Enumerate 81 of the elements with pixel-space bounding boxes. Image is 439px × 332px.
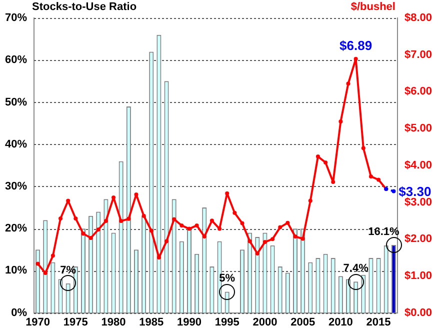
x-tick-label: 1990 xyxy=(177,316,202,328)
point xyxy=(240,221,244,226)
point xyxy=(376,178,381,182)
point xyxy=(218,226,222,231)
data-label: 7.4% xyxy=(343,262,369,275)
point xyxy=(156,256,161,260)
y-tick-label: 20% xyxy=(4,222,28,235)
point xyxy=(270,237,275,242)
x-tick-label: 1970 xyxy=(26,316,50,328)
point xyxy=(112,195,116,200)
y-tick-label: 30% xyxy=(4,180,28,192)
point xyxy=(338,120,343,124)
point xyxy=(134,192,138,197)
point xyxy=(194,223,199,228)
point xyxy=(202,234,206,239)
point xyxy=(293,234,298,239)
y-tick-label: 60% xyxy=(4,54,28,66)
point xyxy=(248,239,252,244)
y-tick-label: 40% xyxy=(4,138,28,150)
y2-tick-label: $2.00 xyxy=(404,233,432,246)
point xyxy=(210,218,214,223)
point xyxy=(255,251,260,256)
point xyxy=(96,228,100,232)
y2-tick-label: $4.00 xyxy=(404,159,432,172)
x-tick-label: 1975 xyxy=(63,316,88,328)
y-tick-label: 50% xyxy=(4,96,28,108)
y2-tick-label: $6.00 xyxy=(404,86,432,98)
point xyxy=(149,228,154,233)
x-tick-label: 1995 xyxy=(214,316,240,328)
point xyxy=(164,239,169,244)
data-label: $6.89 xyxy=(340,38,372,53)
point xyxy=(43,271,48,275)
point xyxy=(58,216,63,220)
y-axis-title: Stocks-to-Use Ratio xyxy=(32,1,137,13)
point xyxy=(316,154,320,159)
point xyxy=(142,214,146,218)
point xyxy=(300,236,305,241)
y2-tick-label: $0.00 xyxy=(404,306,432,319)
point xyxy=(66,198,70,203)
x-tick-label: 2010 xyxy=(328,316,353,328)
data-label: 16.1% xyxy=(368,226,400,238)
y2-tick-label: $5.00 xyxy=(404,122,432,135)
point xyxy=(126,216,131,221)
data-label: 5% xyxy=(219,272,236,285)
data-label: 7% xyxy=(60,264,76,276)
point xyxy=(119,219,124,224)
y2-tick-label: $3.00 xyxy=(404,196,432,208)
point xyxy=(346,82,350,86)
y-tick-label: 10% xyxy=(4,264,28,277)
x-tick-label: 1985 xyxy=(139,316,164,328)
point xyxy=(278,225,282,230)
y-tick-label: 0% xyxy=(11,306,28,319)
y2-tick-label: $7.00 xyxy=(404,48,432,61)
point xyxy=(368,174,373,178)
point xyxy=(74,216,78,220)
y2-axis-title: $/bushel xyxy=(350,1,396,13)
x-tick-label: 1980 xyxy=(101,316,126,328)
point xyxy=(361,146,366,150)
point xyxy=(50,254,55,258)
x-tick-label: 2000 xyxy=(252,316,278,328)
point xyxy=(262,240,267,244)
point xyxy=(104,219,108,224)
point xyxy=(392,189,396,194)
x-tick-label: 2015 xyxy=(366,316,391,328)
point xyxy=(286,220,290,225)
point xyxy=(36,262,40,266)
point xyxy=(180,223,184,228)
point xyxy=(187,226,192,231)
point xyxy=(308,198,312,203)
point xyxy=(225,191,230,196)
point xyxy=(354,56,358,61)
y-tick-label: 70% xyxy=(4,12,28,24)
point xyxy=(172,217,176,222)
point xyxy=(324,160,328,164)
point xyxy=(331,180,336,184)
y2-tick-label: $1.00 xyxy=(404,270,432,282)
x-tick-label: 2005 xyxy=(290,316,316,328)
point xyxy=(232,210,237,215)
y2-tick-label: $8.00 xyxy=(404,12,432,24)
point xyxy=(88,236,93,240)
point xyxy=(81,232,86,236)
